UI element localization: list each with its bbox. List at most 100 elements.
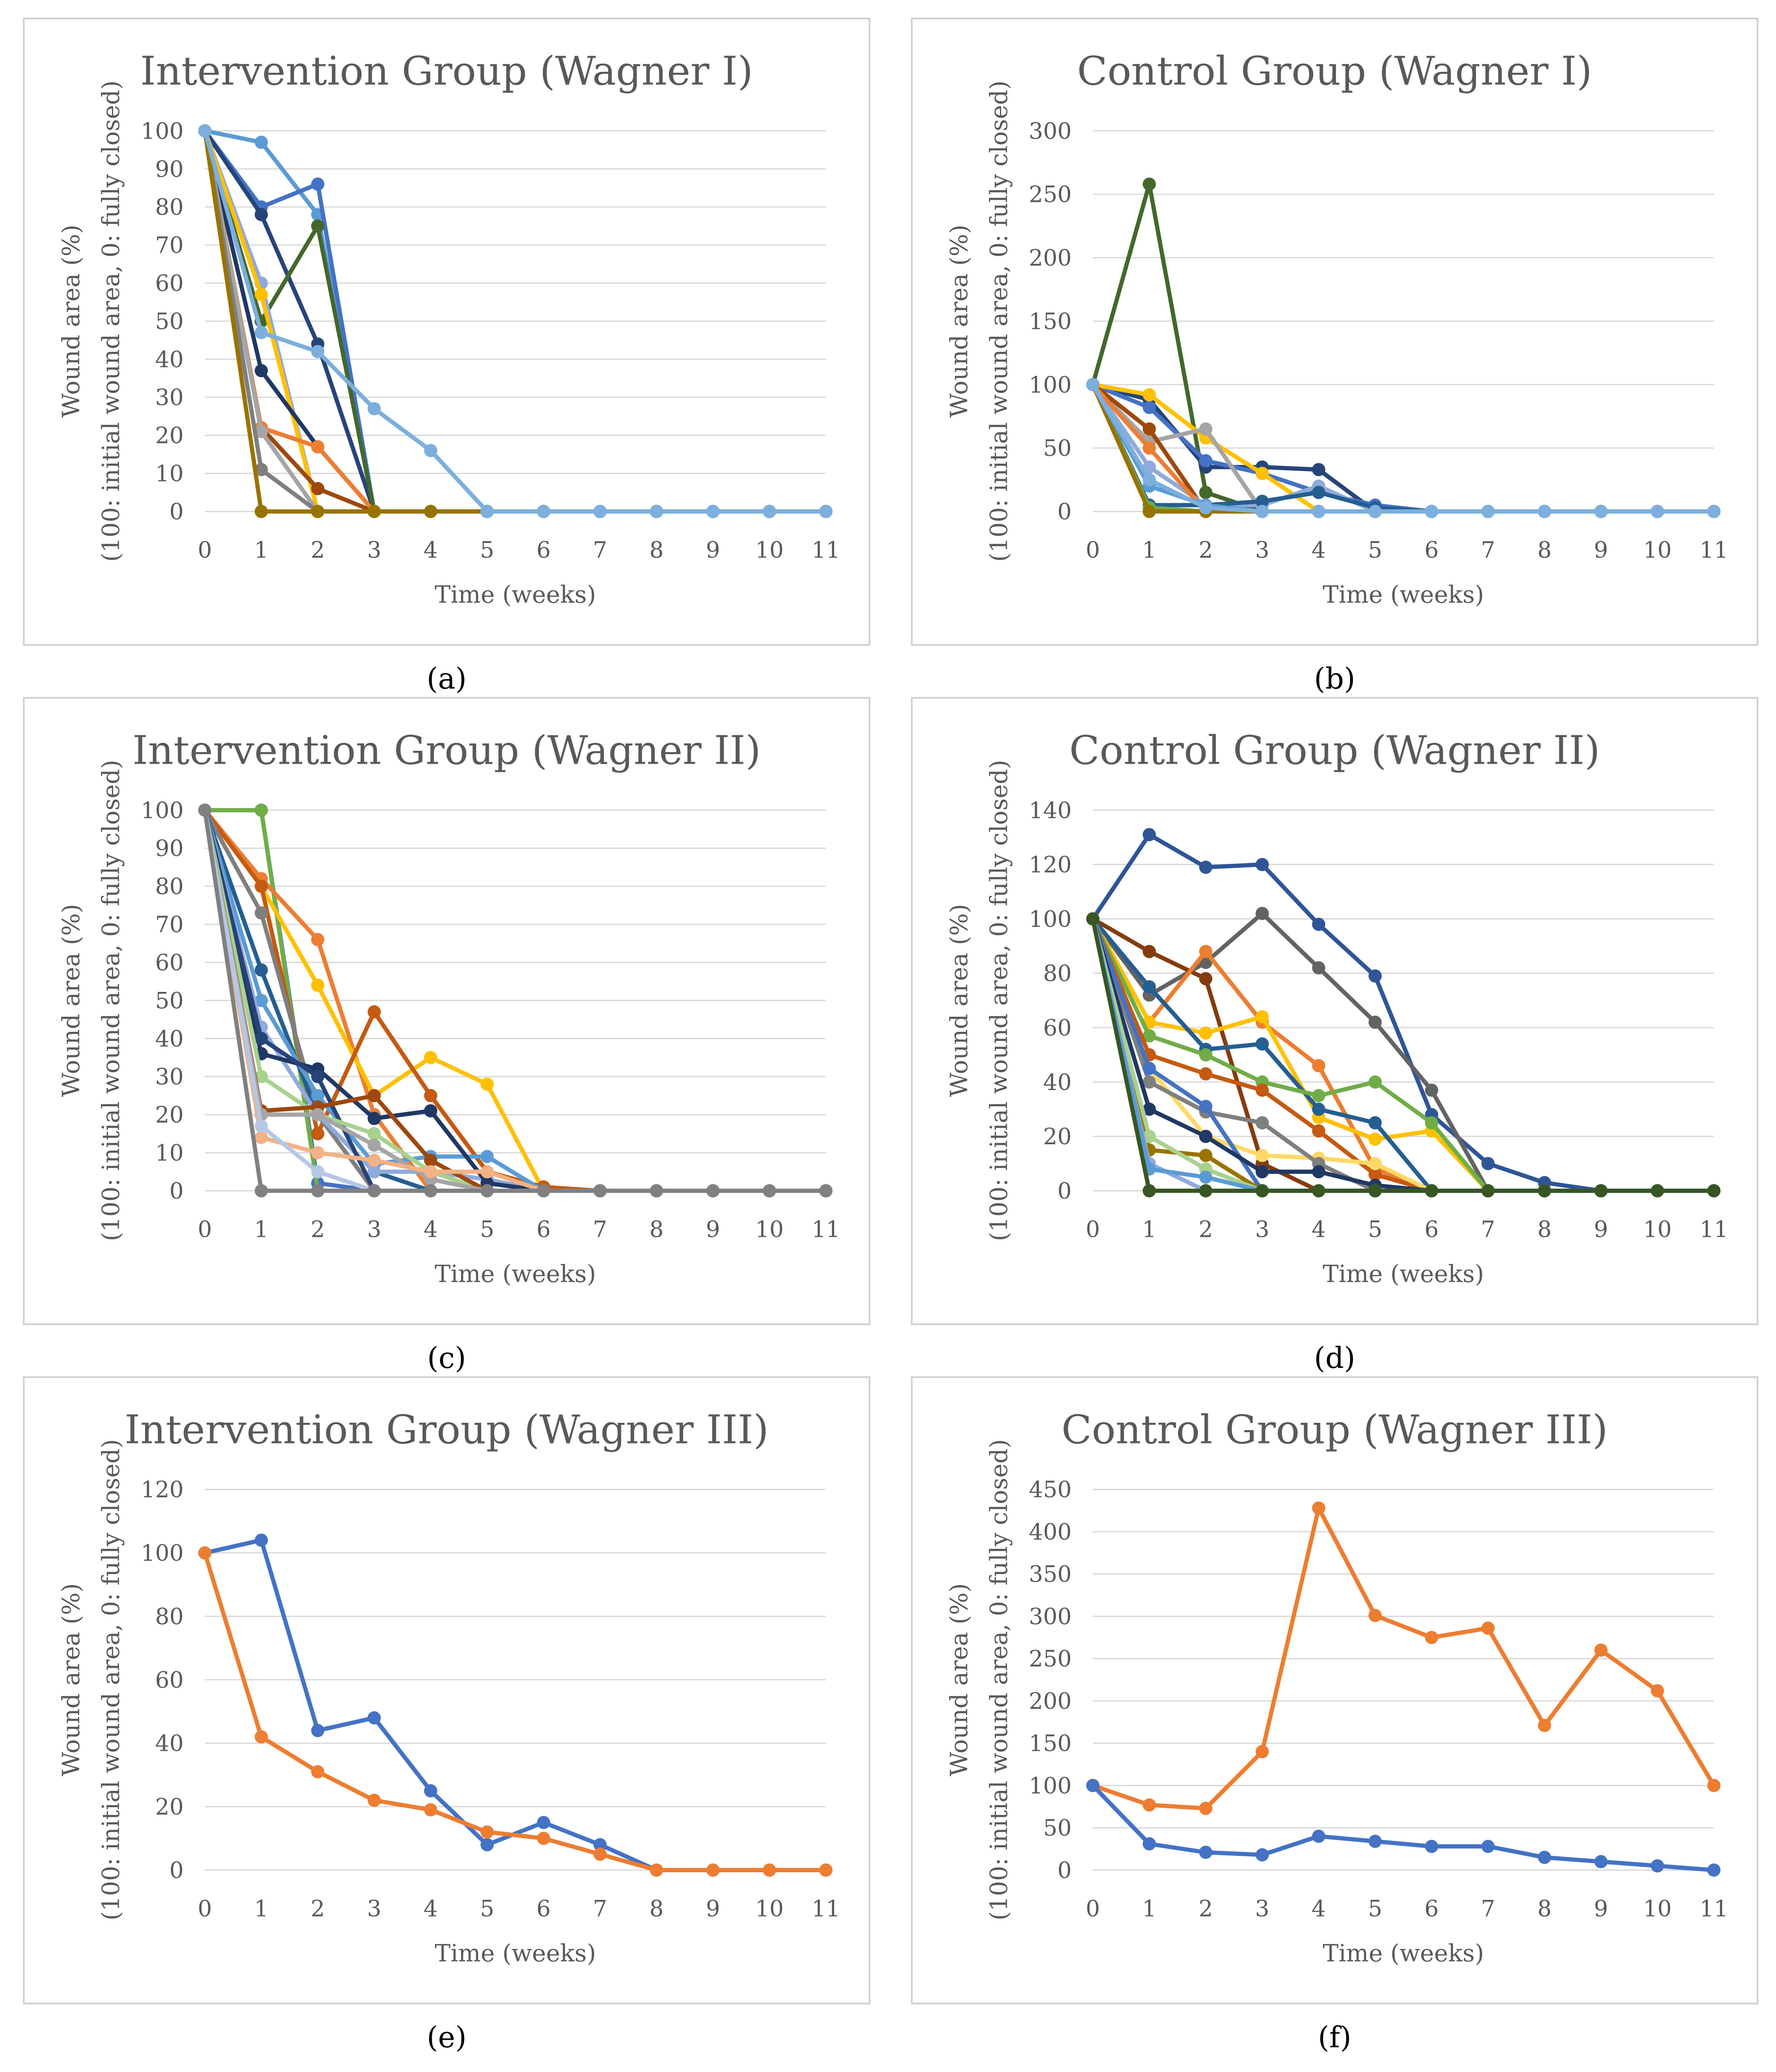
y-tick-label: 10: [155, 1140, 183, 1166]
chart-title: Control Group (Wagner I): [1077, 48, 1592, 94]
data-point: [1481, 1184, 1495, 1198]
data-point: [1256, 467, 1269, 480]
chart-panel-c: Intervention Group (Wagner II)0102030405…: [23, 697, 871, 1375]
y-axis-label: Wound area (%): [946, 1583, 973, 1777]
data-point: [1142, 1062, 1156, 1075]
data-point: [368, 1711, 381, 1725]
data-point: [480, 1078, 494, 1091]
x-tick-label: 0: [1086, 538, 1100, 564]
data-point: [254, 208, 268, 221]
y-axis-sublabel: (100: initial wound area, 0: fully close…: [97, 81, 125, 562]
x-tick-label: 5: [480, 1217, 494, 1242]
y-tick-label: 10: [155, 461, 183, 487]
chart-panel-e: Intervention Group (Wagner III)020406080…: [23, 1376, 871, 2054]
data-point: [1199, 1802, 1213, 1815]
x-tick-label: 5: [1368, 538, 1382, 564]
data-point: [1594, 1184, 1608, 1198]
data-point: [1312, 1830, 1325, 1843]
data-point: [537, 1816, 551, 1829]
data-point: [254, 803, 268, 817]
data-point: [311, 219, 325, 233]
y-tick-label: 150: [1029, 1731, 1072, 1757]
x-tick-label: 4: [1312, 538, 1326, 564]
data-point: [254, 1184, 268, 1198]
y-axis-sublabel: (100: initial wound area, 0: fully close…: [97, 1439, 125, 1920]
data-point: [1256, 1037, 1269, 1051]
data-point: [254, 425, 268, 438]
y-axis-label: Wound area (%): [58, 225, 85, 418]
data-point: [1368, 1168, 1382, 1181]
data-point: [1312, 1124, 1325, 1138]
x-axis-label: Time (weeks): [1323, 581, 1484, 609]
x-tick-label: 1: [254, 1896, 268, 1922]
chart-frame: [911, 17, 1759, 646]
data-point: [254, 1070, 268, 1084]
data-point: [1425, 1116, 1439, 1130]
data-point: [311, 1724, 325, 1738]
data-point: [1312, 961, 1325, 975]
data-point: [1199, 861, 1213, 874]
series-line: [203, 1552, 826, 1872]
data-point: [480, 1165, 494, 1179]
data-point: [1086, 912, 1100, 926]
chart-panel-d: Control Group (Wagner II)020406080100120…: [911, 697, 1759, 1375]
chart-title: Control Group (Wagner III): [1061, 1406, 1608, 1453]
chart-title: Intervention Group (Wagner III): [124, 1406, 769, 1453]
x-tick-label: 8: [650, 538, 664, 564]
y-axis-sublabel: (100: initial wound area, 0: fully close…: [985, 1439, 1013, 1920]
x-tick-label: 11: [1700, 1896, 1728, 1922]
chart-panel-b: Control Group (Wagner I)0501001502002503…: [911, 17, 1759, 695]
y-tick-label: 150: [1029, 309, 1072, 334]
data-point: [368, 1138, 381, 1152]
data-point: [1086, 378, 1100, 391]
data-point: [311, 1108, 325, 1121]
data-point: [1256, 1116, 1269, 1130]
data-point: [1425, 1184, 1439, 1198]
data-point: [1368, 1609, 1382, 1622]
x-tick-label: 2: [1199, 1217, 1213, 1242]
panel-caption: (d): [1314, 1341, 1355, 1375]
data-point: [1256, 1010, 1269, 1024]
data-point: [1256, 1184, 1269, 1198]
y-tick-label: 100: [141, 118, 184, 144]
x-tick-label: 6: [1424, 1896, 1439, 1922]
data-point: [1368, 1016, 1382, 1029]
data-point: [1312, 1089, 1325, 1103]
y-tick-label: 250: [1029, 1646, 1072, 1672]
data-point: [763, 505, 776, 518]
y-tick-label: 250: [1029, 182, 1072, 208]
data-point: [1481, 505, 1495, 518]
data-point: [1199, 1149, 1213, 1162]
y-tick-label: 300: [1029, 118, 1072, 144]
data-point: [1086, 1779, 1100, 1792]
x-tick-label: 9: [1594, 1217, 1608, 1242]
data-point: [311, 177, 325, 191]
x-tick-label: 3: [1255, 1896, 1269, 1922]
chart-title: Intervention Group (Wagner I): [140, 48, 753, 94]
data-point: [1142, 1029, 1156, 1043]
x-tick-label: 8: [650, 1217, 664, 1242]
data-point: [254, 1730, 268, 1744]
x-tick-label: 1: [254, 1217, 268, 1242]
data-point: [1142, 422, 1156, 436]
x-tick-label: 10: [1643, 538, 1671, 564]
y-tick-label: 90: [155, 836, 183, 862]
y-tick-label: 120: [1029, 852, 1072, 878]
x-tick-label: 9: [706, 538, 720, 564]
panel-caption: (a): [427, 661, 467, 695]
data-point: [1368, 1132, 1382, 1146]
data-point: [1199, 1846, 1213, 1859]
data-point: [1199, 1171, 1213, 1184]
data-point: [1368, 1834, 1382, 1848]
x-tick-label: 8: [650, 1896, 664, 1922]
data-point: [368, 1153, 381, 1167]
x-tick-label: 3: [1255, 538, 1269, 564]
data-point: [424, 1784, 437, 1798]
y-tick-label: 300: [1029, 1604, 1072, 1630]
data-point: [1651, 1184, 1664, 1198]
data-point: [311, 1184, 325, 1198]
data-point: [311, 482, 325, 496]
data-point: [311, 345, 325, 359]
x-axis-label: Time (weeks): [435, 581, 596, 609]
